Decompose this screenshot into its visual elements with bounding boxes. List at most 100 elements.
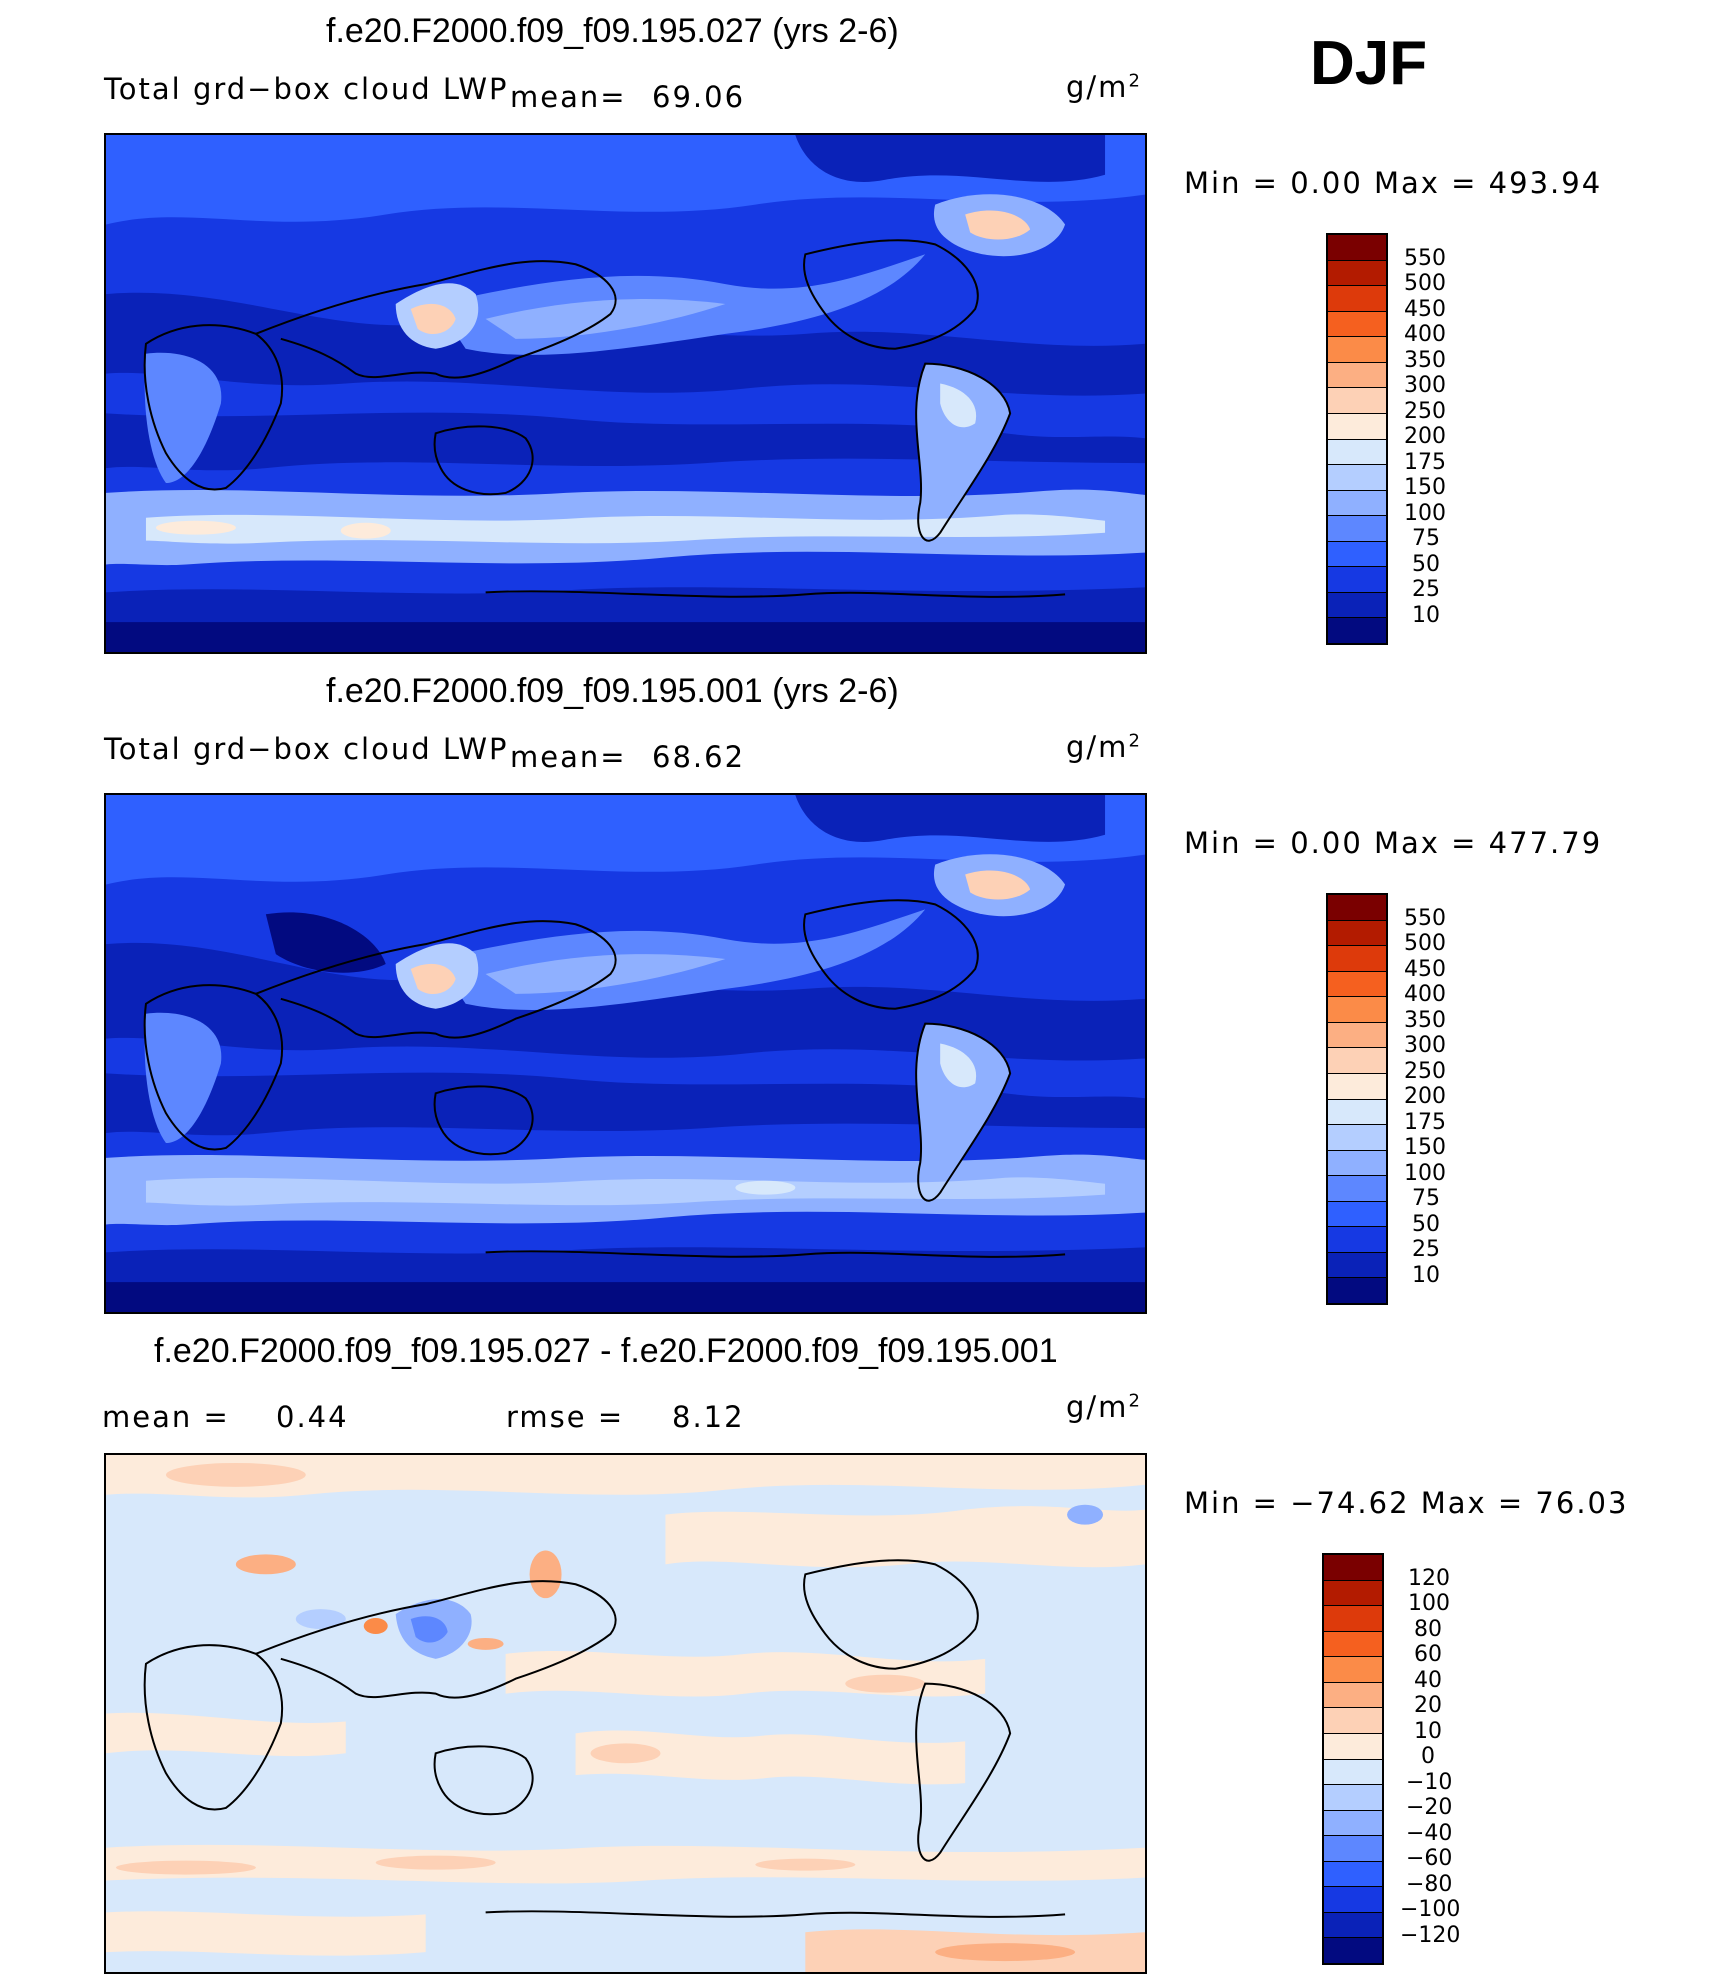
panel1-map — [104, 133, 1147, 654]
panel2-map-field — [106, 795, 1145, 1312]
colorbar-swatch — [1328, 362, 1386, 389]
colorbar-swatch — [1328, 920, 1386, 947]
colorbar-swatch — [1328, 1073, 1386, 1100]
colorbar-tick-label: 175 — [1404, 1110, 1446, 1135]
colorbar-swatch — [1324, 1657, 1382, 1683]
colorbar-tick-label: 400 — [1404, 322, 1446, 347]
colorbar-tick-label: 150 — [1404, 475, 1446, 500]
panel3-map — [104, 1453, 1147, 1974]
season-label: DJF — [1310, 29, 1428, 98]
panel2-units: g/m2 — [1066, 730, 1142, 764]
colorbar-tick-label: 75 — [1412, 1186, 1440, 1211]
colorbar-tick-label: −40 — [1406, 1821, 1453, 1846]
panel3-rmse-value: 8.12 — [672, 1400, 745, 1434]
colorbar-swatch — [1324, 1606, 1382, 1632]
colorbar-tick-label: −80 — [1406, 1872, 1453, 1897]
colorbar-swatch — [1328, 997, 1386, 1023]
colorbar-swatch — [1328, 235, 1386, 261]
colorbar-tick-label: 450 — [1404, 297, 1446, 322]
colorbar-swatch — [1328, 618, 1386, 643]
panel1-colorbar-labels: 550 500 450 400 350 300 250 200 175 150 … — [1404, 233, 1484, 641]
colorbar-swatch — [1328, 1150, 1386, 1177]
colorbar-swatch — [1324, 1733, 1382, 1760]
colorbar-swatch — [1328, 413, 1386, 440]
colorbar-swatch — [1328, 1252, 1386, 1279]
colorbar-tick-label: 175 — [1404, 450, 1446, 475]
panel3-units: g/m2 — [1066, 1390, 1142, 1424]
colorbar-tick-label: 20 — [1414, 1693, 1442, 1718]
panel2-variable-label: Total grd−box cloud LWP — [104, 732, 509, 766]
colorbar-tick-label: 50 — [1412, 552, 1440, 577]
colorbar-swatch — [1328, 490, 1386, 517]
panel1-title: f.e20.F2000.f09_f09.195.027 (yrs 2-6) — [326, 12, 899, 50]
panel2-colorbar — [1326, 893, 1388, 1305]
colorbar-swatch — [1328, 286, 1386, 312]
colorbar-swatch — [1328, 465, 1386, 491]
colorbar-swatch — [1328, 592, 1386, 619]
colorbar-tick-label: 500 — [1404, 271, 1446, 296]
colorbar-tick-label: 60 — [1414, 1642, 1442, 1667]
colorbar-tick-label: 0 — [1421, 1744, 1435, 1769]
panel2-mean-label: mean= — [510, 740, 627, 774]
colorbar-swatch — [1324, 1938, 1382, 1963]
colorbar-tick-label: 50 — [1412, 1212, 1440, 1237]
colorbar-swatch — [1328, 567, 1386, 593]
panel1-mean-label: mean= — [510, 80, 627, 114]
colorbar-tick-label: 120 — [1408, 1566, 1450, 1591]
colorbar-tick-label: 10 — [1414, 1719, 1442, 1744]
colorbar-tick-label: 250 — [1404, 1059, 1446, 1084]
colorbar-tick-label: 100 — [1404, 1161, 1446, 1186]
colorbar-tick-label: 500 — [1404, 931, 1446, 956]
panel3-mean-label: mean = — [102, 1400, 230, 1434]
panel1-map-field — [106, 135, 1145, 652]
panel2-colorbar-labels: 550 500 450 400 350 300 250 200 175 150 … — [1404, 893, 1484, 1301]
colorbar-tick-label: 40 — [1414, 1668, 1442, 1693]
panel3-colorbar — [1322, 1553, 1384, 1965]
colorbar-swatch — [1328, 1176, 1386, 1202]
colorbar-swatch — [1328, 946, 1386, 972]
colorbar-swatch — [1324, 1861, 1382, 1888]
colorbar-swatch — [1328, 311, 1386, 338]
colorbar-tick-label: −100 — [1400, 1897, 1461, 1922]
colorbar-swatch — [1324, 1708, 1382, 1734]
colorbar-tick-label: 250 — [1404, 399, 1446, 424]
colorbar-swatch — [1324, 1810, 1382, 1837]
colorbar-swatch — [1328, 895, 1386, 921]
panel3-rmse-label: rmse = — [506, 1400, 625, 1434]
colorbar-swatch — [1328, 1201, 1386, 1228]
panel2-map — [104, 793, 1147, 1314]
colorbar-tick-label: 200 — [1404, 424, 1446, 449]
colorbar-swatch — [1324, 1682, 1382, 1709]
panel2-minmax: Min = 0.00 Max = 477.79 — [1184, 826, 1603, 860]
colorbar-tick-label: 350 — [1404, 348, 1446, 373]
colorbar-tick-label: 100 — [1408, 1591, 1450, 1616]
colorbar-tick-label: −10 — [1406, 1770, 1453, 1795]
colorbar-tick-label: 450 — [1404, 957, 1446, 982]
panel3-mean-value: 0.44 — [276, 1400, 349, 1434]
panel1-colorbar — [1326, 233, 1388, 645]
colorbar-swatch — [1328, 1099, 1386, 1126]
colorbar-swatch — [1328, 439, 1386, 466]
colorbar-tick-label: 400 — [1404, 982, 1446, 1007]
colorbar-tick-label: 150 — [1404, 1135, 1446, 1160]
colorbar-swatch — [1328, 1227, 1386, 1253]
colorbar-tick-label: 300 — [1404, 1033, 1446, 1058]
colorbar-tick-label: 350 — [1404, 1008, 1446, 1033]
colorbar-tick-label: 80 — [1414, 1617, 1442, 1642]
colorbar-tick-label: 10 — [1412, 603, 1440, 628]
panel1-units: g/m2 — [1066, 70, 1142, 104]
colorbar-tick-label: −120 — [1400, 1923, 1461, 1948]
colorbar-swatch — [1324, 1887, 1382, 1913]
colorbar-swatch — [1324, 1580, 1382, 1607]
panel1-variable-label: Total grd−box cloud LWP — [104, 72, 509, 106]
panel2-title: f.e20.F2000.f09_f09.195.001 (yrs 2-6) — [326, 672, 899, 710]
colorbar-tick-label: −20 — [1406, 1795, 1453, 1820]
panel3-colorbar-labels: 120 100 80 60 40 20 10 0 −10 −20 −40 −60… — [1400, 1553, 1490, 1961]
panel1-minmax: Min = 0.00 Max = 493.94 — [1184, 166, 1603, 200]
colorbar-tick-label: 550 — [1404, 906, 1446, 931]
colorbar-swatch — [1328, 516, 1386, 542]
colorbar-swatch — [1328, 1125, 1386, 1151]
colorbar-swatch — [1324, 1836, 1382, 1862]
colorbar-swatch — [1328, 337, 1386, 363]
colorbar-swatch — [1324, 1631, 1382, 1658]
